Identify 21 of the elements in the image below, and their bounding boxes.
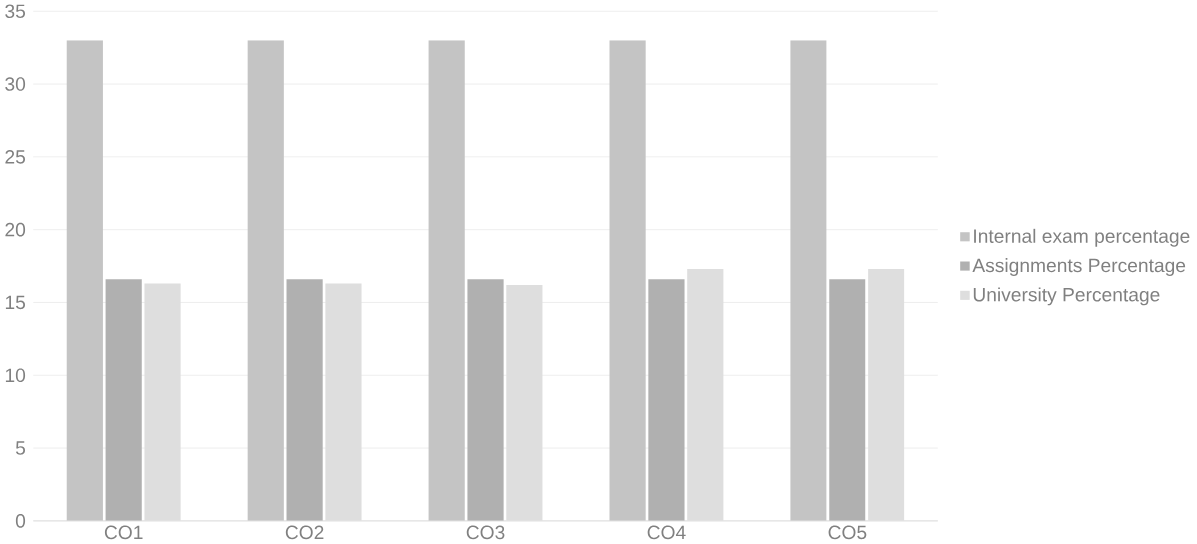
x-tick-label: CO4 bbox=[647, 525, 686, 540]
x-tick-label: CO3 bbox=[466, 525, 505, 540]
y-tick-label: 15 bbox=[5, 295, 26, 310]
bar bbox=[105, 279, 142, 522]
bar bbox=[467, 279, 504, 522]
y-tick-label: 20 bbox=[5, 223, 26, 237]
legend-label: Assignments Percentage bbox=[972, 258, 1186, 277]
x-tick-label: CO5 bbox=[828, 525, 867, 540]
y-tick-label: 25 bbox=[5, 150, 26, 164]
bar bbox=[829, 279, 866, 522]
y-tick-label: 10 bbox=[5, 368, 26, 383]
bar bbox=[286, 279, 323, 522]
bar bbox=[648, 279, 685, 522]
y-tick-label: 0 bbox=[15, 514, 26, 528]
y-tick-label: 5 bbox=[15, 441, 26, 455]
x-tick-label: CO2 bbox=[285, 525, 324, 540]
y-tick-label: 35 bbox=[5, 4, 26, 19]
legend-label: Internal exam percentage bbox=[974, 229, 1190, 247]
y-tick-label: 30 bbox=[5, 77, 26, 92]
x-tick-label: CO1 bbox=[104, 525, 143, 540]
legend-label: University Percentage bbox=[973, 287, 1160, 306]
